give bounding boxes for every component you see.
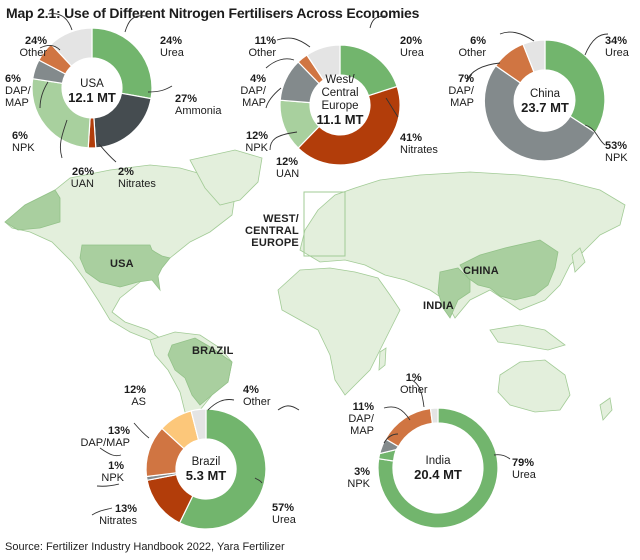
label-usa-other: 24% Other [19, 35, 47, 59]
label-india-urea: 79% Urea [512, 457, 536, 481]
australia-land [497, 359, 571, 413]
label-brazil-as: 12% AS [123, 384, 146, 408]
label-usa-urea: 24% Urea [160, 35, 184, 59]
map-label-brazil: BRAZIL [192, 345, 234, 357]
label-china-npk: 53% NPK [605, 140, 628, 164]
donut-china [483, 39, 606, 162]
label-china-dap-map: 7% DAP/MAP [448, 73, 474, 109]
label-usa-npk: 6% NPK [12, 130, 35, 154]
donut-brazil [145, 408, 267, 530]
label-brazil-other: 4% Other [243, 384, 271, 408]
new-zealand-land [599, 397, 613, 421]
se-asia-land [489, 324, 566, 351]
label-europe-urea: 20% Urea [400, 35, 424, 59]
donut-center-usa: USA 12.1 MT [68, 78, 116, 105]
label-china-other: 6% Other [458, 35, 486, 59]
label-usa-uan: 26% UAN [70, 166, 94, 190]
alaska-highlight [4, 189, 61, 231]
label-brazil-dap-map: 13% DAP/MAP [80, 425, 130, 449]
madagascar-land [378, 347, 387, 371]
donut-center-china: China 23.7 MT [521, 88, 569, 115]
label-brazil-nitrates: 13% Nitrates [99, 503, 137, 527]
greenland-land [189, 149, 263, 206]
label-brazil-npk: 1% NPK [101, 460, 124, 484]
donut-center-europe: West/ Central Europe 11.1 MT [316, 74, 364, 127]
brazil-highlight [167, 337, 233, 406]
india-highlight [437, 267, 471, 319]
label-usa-nitrates: 2% Nitrates [118, 166, 156, 190]
label-india-other: 1% Other [400, 372, 428, 396]
map-label-europe: WEST/ CENTRAL EUROPE [245, 213, 299, 249]
label-europe-uan: 12% UAN [276, 156, 300, 180]
japan-land [571, 247, 586, 273]
label-usa-dap-map: 6% DAP/MAP [5, 73, 31, 109]
label-usa-ammonia: 27% Ammonia [175, 93, 222, 117]
donut-india [377, 407, 499, 529]
chart-title: Map 2.1: Use of Different Nitrogen Ferti… [6, 5, 420, 21]
donut-usa [31, 27, 153, 149]
donut-center-brazil: Brazil 5.3 MT [185, 456, 227, 483]
label-india-npk: 3% NPK [347, 466, 370, 490]
label-europe-dap-map: 4% DAP/MAP [240, 73, 266, 109]
label-china-urea: 34% Urea [605, 35, 629, 59]
europe-box [303, 191, 346, 257]
map-label-usa: USA [110, 258, 134, 270]
donut-center-india: India 20.4 MT [414, 455, 462, 482]
label-europe-other: 11% Other [248, 35, 276, 59]
label-india-dap-map: 11% DAP/MAP [348, 401, 374, 437]
label-europe-npk: 12% NPK [245, 130, 268, 154]
africa-land [277, 267, 401, 396]
donut-europe [279, 44, 401, 166]
label-brazil-urea: 57% Urea [272, 502, 296, 526]
map-label-india: INDIA [423, 300, 454, 312]
label-europe-nitrates: 41% Nitrates [400, 132, 438, 156]
map-label-china: CHINA [463, 265, 499, 277]
china-highlight [459, 239, 559, 301]
source-note: Source: Fertilizer Industry Handbook 202… [5, 541, 285, 553]
usa-highlight [79, 244, 171, 292]
